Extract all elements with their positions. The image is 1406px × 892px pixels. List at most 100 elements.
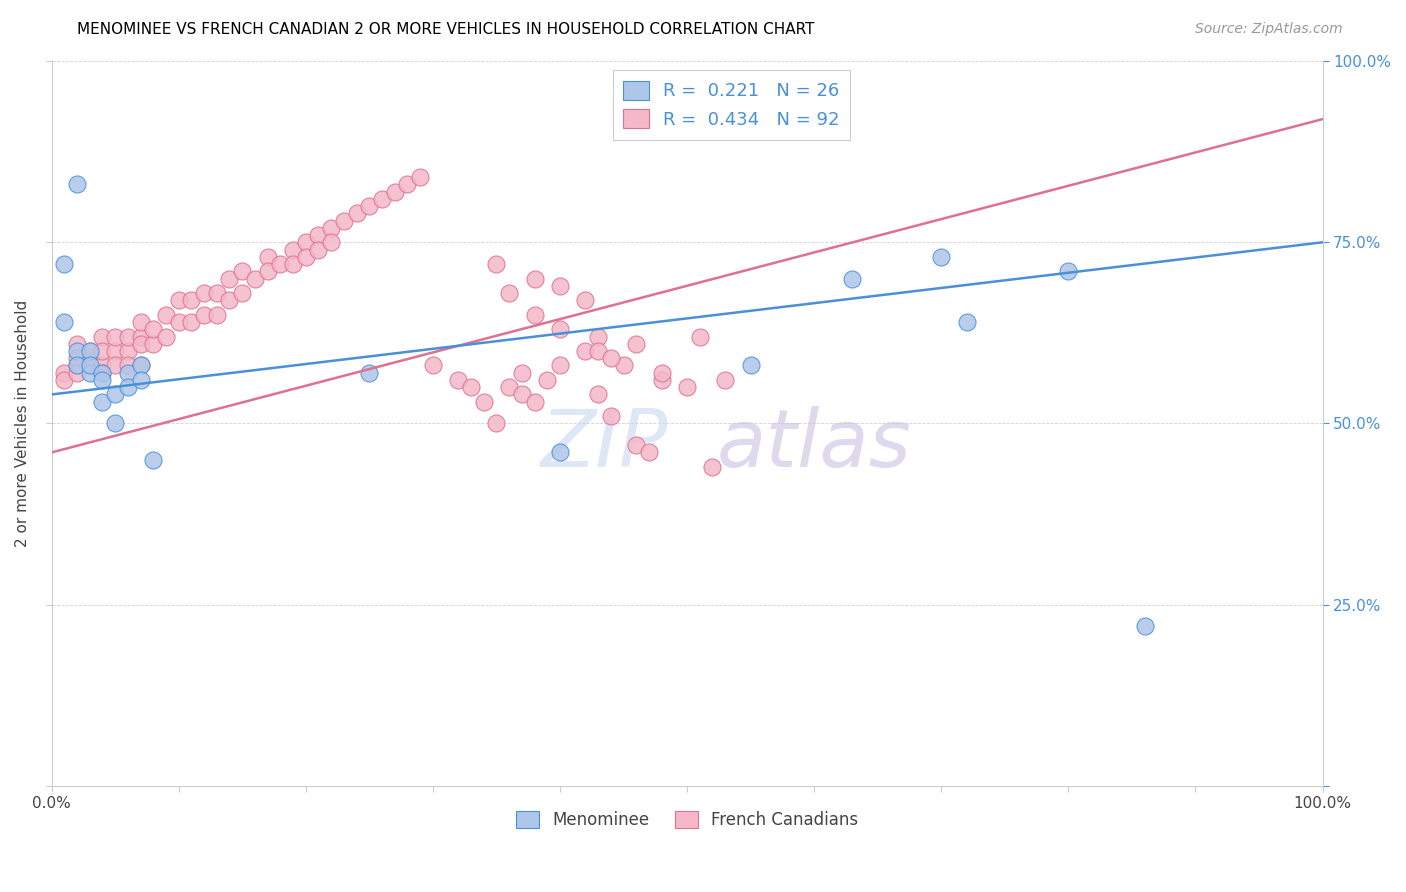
Point — [624, 336, 647, 351]
Point — [574, 343, 596, 358]
Point — [117, 359, 139, 373]
Point — [714, 373, 737, 387]
Point — [142, 336, 165, 351]
Point — [155, 308, 177, 322]
Point — [485, 257, 508, 271]
Point — [929, 250, 952, 264]
Point — [676, 380, 699, 394]
Point — [180, 293, 202, 308]
Point — [117, 343, 139, 358]
Point — [523, 271, 546, 285]
Point — [586, 343, 609, 358]
Point — [1057, 264, 1080, 278]
Point — [281, 257, 304, 271]
Point — [256, 250, 278, 264]
Point — [231, 286, 253, 301]
Point — [91, 394, 114, 409]
Point — [599, 409, 621, 424]
Legend: Menominee, French Canadians: Menominee, French Canadians — [509, 804, 865, 836]
Point — [231, 264, 253, 278]
Point — [79, 343, 101, 358]
Point — [104, 329, 127, 343]
Point — [307, 228, 329, 243]
Point — [651, 366, 673, 380]
Point — [104, 387, 127, 401]
Point — [79, 351, 101, 366]
Point — [129, 329, 152, 343]
Point — [612, 359, 634, 373]
Point — [574, 293, 596, 308]
Point — [548, 359, 571, 373]
Point — [536, 373, 558, 387]
Point — [66, 343, 89, 358]
Point — [841, 271, 863, 285]
Point — [281, 243, 304, 257]
Point — [333, 213, 356, 227]
Point — [91, 373, 114, 387]
Point — [498, 380, 520, 394]
Point — [104, 359, 127, 373]
Point — [180, 315, 202, 329]
Point — [129, 359, 152, 373]
Point — [294, 250, 316, 264]
Point — [91, 366, 114, 380]
Point — [651, 373, 673, 387]
Point — [117, 380, 139, 394]
Point — [53, 366, 76, 380]
Point — [638, 445, 661, 459]
Point — [205, 308, 228, 322]
Point — [510, 366, 533, 380]
Point — [384, 185, 406, 199]
Point — [193, 308, 215, 322]
Point — [269, 257, 291, 271]
Point — [256, 264, 278, 278]
Point — [66, 351, 89, 366]
Point — [117, 366, 139, 380]
Point — [548, 322, 571, 336]
Y-axis label: 2 or more Vehicles in Household: 2 or more Vehicles in Household — [15, 300, 30, 547]
Point — [956, 315, 979, 329]
Point — [91, 359, 114, 373]
Point — [321, 235, 343, 250]
Point — [53, 373, 76, 387]
Point — [510, 387, 533, 401]
Point — [294, 235, 316, 250]
Point — [53, 257, 76, 271]
Point — [129, 359, 152, 373]
Point — [485, 417, 508, 431]
Point — [523, 308, 546, 322]
Point — [104, 343, 127, 358]
Point — [66, 366, 89, 380]
Point — [359, 366, 381, 380]
Point — [155, 329, 177, 343]
Point — [371, 192, 394, 206]
Point — [599, 351, 621, 366]
Point — [129, 373, 152, 387]
Text: Source: ZipAtlas.com: Source: ZipAtlas.com — [1195, 22, 1343, 37]
Text: ZIP: ZIP — [541, 406, 668, 484]
Point — [91, 343, 114, 358]
Point — [218, 271, 240, 285]
Point — [79, 359, 101, 373]
Point — [117, 329, 139, 343]
Point — [586, 387, 609, 401]
Point — [307, 243, 329, 257]
Point — [523, 394, 546, 409]
Point — [53, 315, 76, 329]
Point — [79, 359, 101, 373]
Point — [422, 359, 444, 373]
Point — [1133, 619, 1156, 633]
Point — [193, 286, 215, 301]
Point — [66, 359, 89, 373]
Point — [396, 178, 419, 192]
Point — [447, 373, 470, 387]
Point — [104, 417, 127, 431]
Point — [498, 286, 520, 301]
Point — [624, 438, 647, 452]
Point — [129, 336, 152, 351]
Text: MENOMINEE VS FRENCH CANADIAN 2 OR MORE VEHICLES IN HOUSEHOLD CORRELATION CHART: MENOMINEE VS FRENCH CANADIAN 2 OR MORE V… — [77, 22, 815, 37]
Point — [548, 278, 571, 293]
Point — [79, 366, 101, 380]
Point — [91, 329, 114, 343]
Point — [548, 445, 571, 459]
